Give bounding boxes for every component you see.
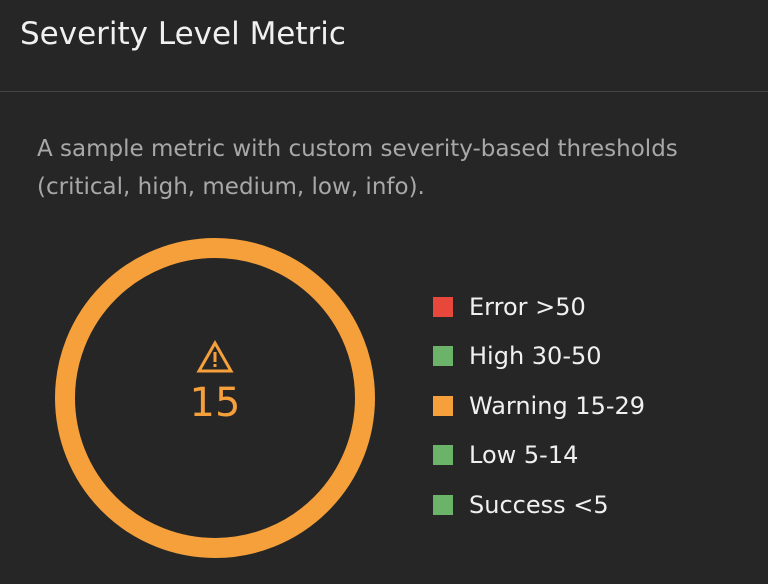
legend-swatch [433,445,453,466]
metric-value: 15 [189,380,241,426]
gauge-center: 15 [55,339,375,426]
gauge-ring [55,238,375,558]
legend-item: High 30-50 [433,332,645,382]
legend-item: Warning 15-29 [433,381,645,431]
legend-swatch [433,346,453,367]
legend-swatch [433,395,453,416]
legend-item: Success <5 [433,480,645,530]
legend-label: Error >50 [469,292,586,321]
card-title: Severity Level Metric [20,16,346,52]
legend-label: Low 5-14 [469,441,579,470]
legend-label: High 30-50 [469,342,602,371]
legend-label: Warning 15-29 [469,391,646,420]
card-description: A sample metric with custom severity-bas… [37,136,678,200]
legend-item: Error >50 [433,282,645,332]
warning-triangle-icon [196,339,234,373]
card-header: Severity Level Metric [0,0,768,92]
legend-item: Low 5-14 [433,431,645,481]
legend-label: Success <5 [469,490,609,519]
legend-swatch [433,494,453,515]
legend-swatch [433,296,453,317]
legend: Error >50 High 30-50 Warning 15-29 Low 5-14… [433,282,645,530]
